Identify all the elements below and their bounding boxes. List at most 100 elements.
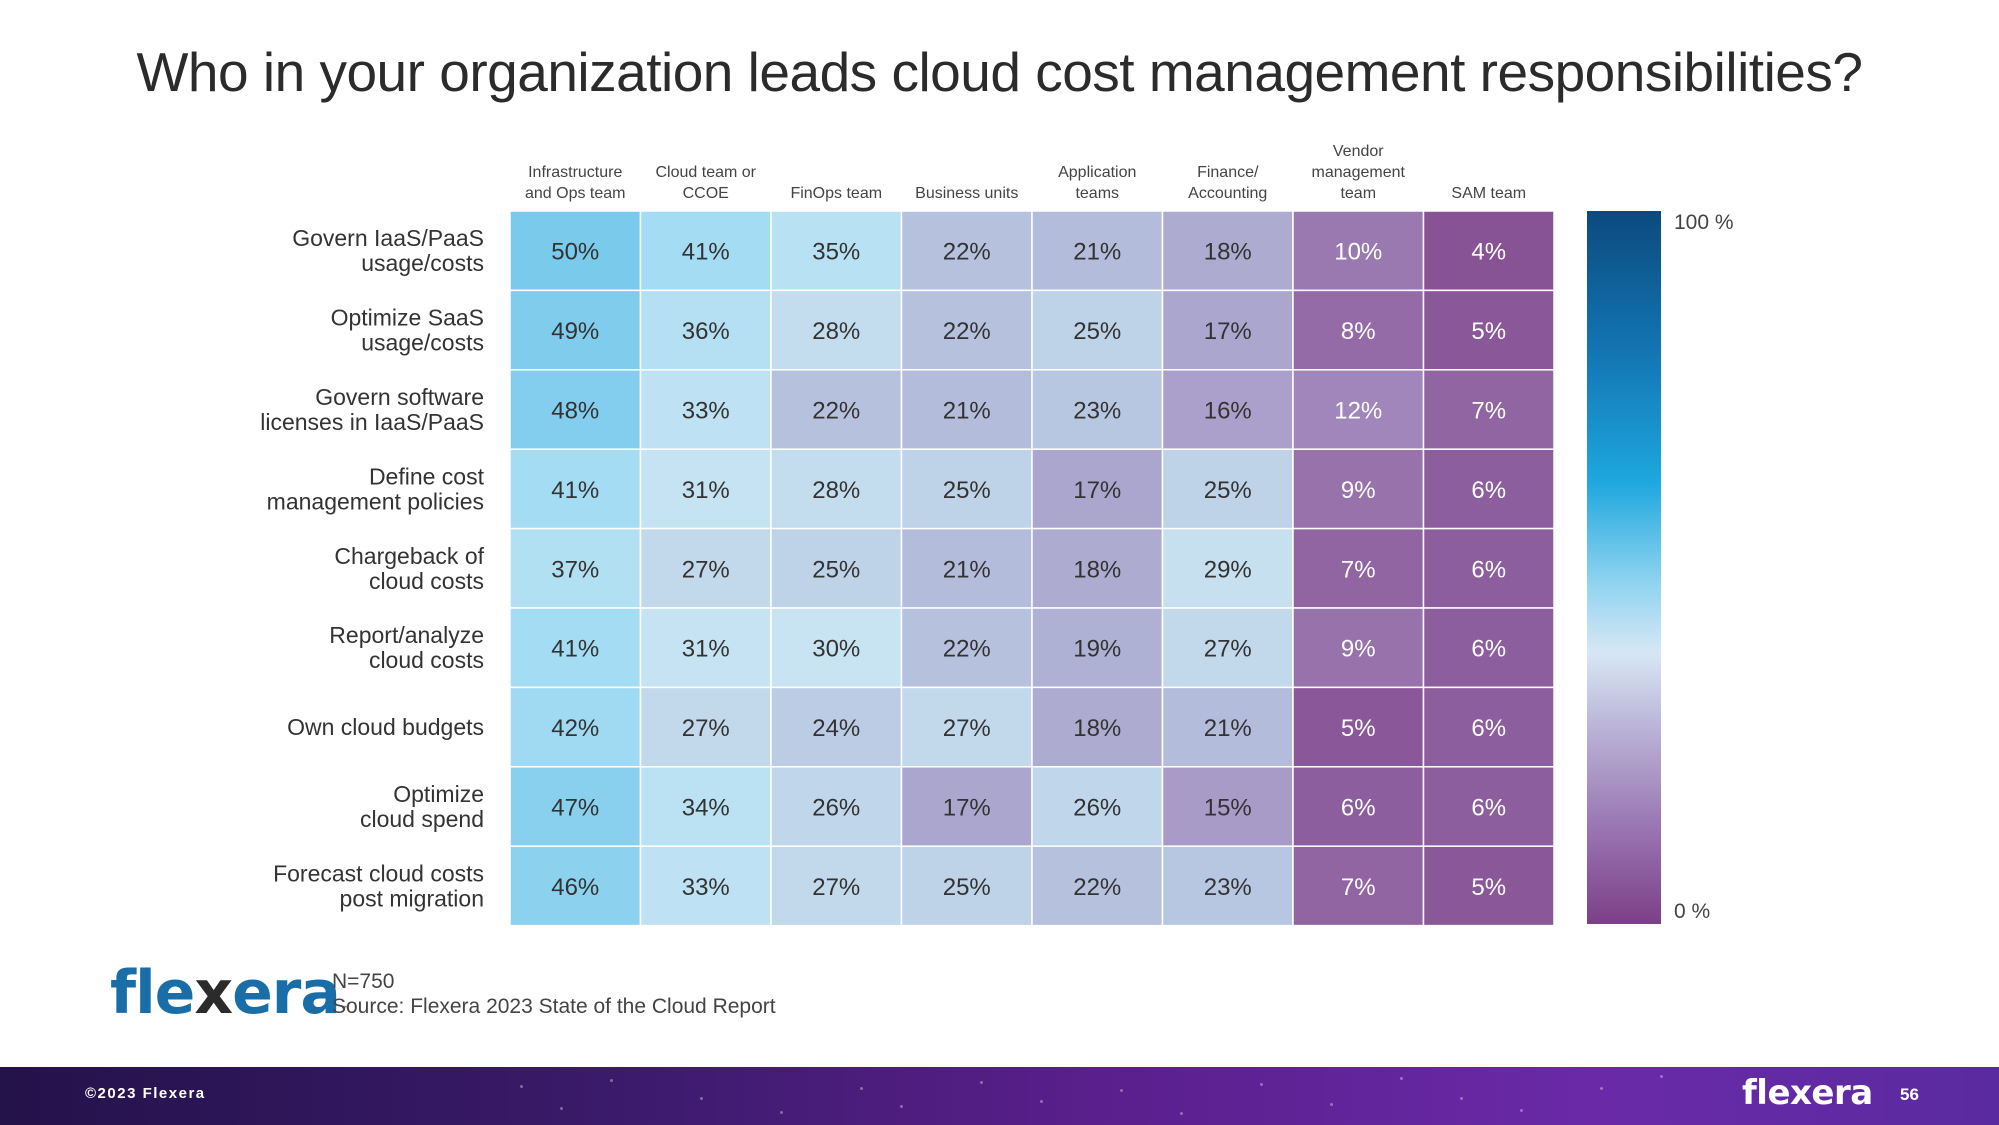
- heatmap-cell: [1161, 527, 1294, 609]
- footer-decoration-dot: [1400, 1077, 1403, 1080]
- row-label-line: Own cloud budgets: [287, 714, 484, 740]
- footer-decoration-dot: [1180, 1112, 1183, 1115]
- heatmap-cell: [639, 766, 772, 847]
- column-header-line: team: [1340, 185, 1376, 202]
- heatmap-cell: [1292, 448, 1425, 530]
- cell-value-label: 9%: [1341, 636, 1376, 663]
- color-scale-bar: [1587, 211, 1661, 924]
- row-label-line: licenses in IaaS/PaaS: [260, 409, 484, 435]
- column-header: Infrastructure and Ops team: [525, 164, 626, 202]
- heatmap-cell: [770, 369, 903, 450]
- footer-decoration-dot: [520, 1085, 523, 1088]
- heatmap-cell: [1422, 289, 1555, 371]
- heatmap-cell: [1292, 845, 1425, 927]
- heatmap-cell: [1161, 448, 1294, 530]
- column-header: Finance/Accounting: [1188, 164, 1267, 202]
- heatmap-cell: [1292, 210, 1425, 292]
- heatmap-cell: [509, 210, 642, 292]
- cell-value-label: 21%: [1073, 239, 1121, 266]
- heatmap-cell: [900, 766, 1033, 847]
- footer-decoration-dot: [700, 1097, 703, 1100]
- heatmap-cell: [1292, 607, 1425, 689]
- cell-value-label: 46%: [551, 874, 599, 901]
- cell-value-label: 21%: [943, 398, 991, 425]
- cell-value-label: 25%: [812, 556, 860, 583]
- heatmap-cell: [1161, 369, 1294, 450]
- cell-value-label: 17%: [1073, 477, 1121, 504]
- cell-value-label: 22%: [812, 398, 860, 425]
- cell-value-label: 50%: [551, 239, 599, 266]
- heatmap-cell: [1292, 289, 1425, 371]
- heatmap-cell: [1422, 527, 1555, 609]
- cell-value-label: 41%: [682, 239, 730, 266]
- footer-decoration-dot: [1330, 1103, 1333, 1106]
- heatmap-cell: [1161, 766, 1294, 847]
- cell-value-label: 22%: [943, 318, 991, 345]
- flexera-logo: flexera™: [110, 958, 350, 1028]
- row-label: Chargeback of cloud costs: [334, 543, 484, 594]
- cell-value-label: 49%: [551, 318, 599, 345]
- cell-value-label: 31%: [682, 477, 730, 504]
- cell-value-label: 31%: [682, 636, 730, 663]
- footer-flexera-logo: flexera: [1742, 1073, 1873, 1113]
- heatmap-cell: [1422, 210, 1555, 292]
- row-label-line: post migration: [340, 885, 484, 911]
- heatmap-cell: [1292, 766, 1425, 847]
- row-label-line: usage/costs: [361, 250, 484, 276]
- cell-value-label: 6%: [1471, 795, 1506, 822]
- cell-value-label: 33%: [682, 874, 730, 901]
- cell-value-label: 23%: [1073, 398, 1121, 425]
- cell-value-label: 27%: [682, 715, 730, 742]
- cell-value-label: 41%: [551, 636, 599, 663]
- heatmap-cell: [639, 686, 772, 768]
- cell-value-label: 25%: [943, 477, 991, 504]
- cell-value-label: 6%: [1341, 795, 1376, 822]
- row-label-line: Optimize: [393, 781, 484, 807]
- cell-value-label: 19%: [1073, 636, 1121, 663]
- column-header-line: and Ops team: [525, 185, 626, 202]
- heatmap-cell: [770, 210, 903, 292]
- footer-decoration-dot: [780, 1111, 783, 1114]
- cell-value-label: 27%: [682, 556, 730, 583]
- row-label-line: usage/costs: [361, 330, 484, 356]
- cell-value-label: 10%: [1334, 239, 1382, 266]
- cell-value-label: 24%: [812, 715, 860, 742]
- cell-value-label: 7%: [1341, 556, 1376, 583]
- cell-value-label: 37%: [551, 556, 599, 583]
- heatmap-cell: [770, 686, 903, 768]
- column-header: FinOps team: [790, 185, 882, 202]
- heatmap-cell: [639, 369, 772, 450]
- slide-title: Who in your organization leads cloud cos…: [136, 41, 1863, 103]
- cell-value-label: 6%: [1471, 477, 1506, 504]
- heatmap-cell: [1292, 369, 1425, 450]
- cell-value-label: 29%: [1204, 556, 1252, 583]
- footer-decoration-dot: [1660, 1075, 1663, 1078]
- cell-value-label: 36%: [682, 318, 730, 345]
- page-number: 56: [1900, 1085, 1919, 1104]
- heatmap-cell: [1292, 686, 1425, 768]
- column-header-line: Cloud team or: [656, 164, 757, 181]
- heatmap-cell: [770, 845, 903, 927]
- row-label-line: Forecast cloud costs: [273, 860, 484, 886]
- heatmap-cell: [1422, 766, 1555, 847]
- footer-decoration-dot: [860, 1087, 863, 1090]
- column-header: Vendor management team: [1312, 143, 1406, 202]
- cell-value-label: 28%: [812, 318, 860, 345]
- row-label: Optimize cloud spend: [360, 781, 484, 832]
- heatmap-cell: [639, 289, 772, 371]
- cell-value-label: 18%: [1204, 239, 1252, 266]
- cell-value-label: 16%: [1204, 398, 1252, 425]
- cell-value-label: 47%: [551, 795, 599, 822]
- heatmap-cell: [509, 448, 642, 530]
- cell-value-label: 25%: [943, 874, 991, 901]
- row-label: Forecast cloud costs post migration: [273, 860, 484, 911]
- heatmap-cell: [639, 448, 772, 530]
- heatmap-cell: [900, 527, 1033, 609]
- heatmap-cell: [1161, 289, 1294, 371]
- row-label: Report/analyze cloud costs: [329, 622, 484, 673]
- row-label-line: Optimize SaaS: [331, 305, 484, 331]
- heatmap-cell: [1161, 607, 1294, 689]
- footer-decoration-dot: [1460, 1097, 1463, 1100]
- row-label-line: Govern IaaS/PaaS: [292, 225, 484, 251]
- heatmap-cell: [900, 289, 1033, 371]
